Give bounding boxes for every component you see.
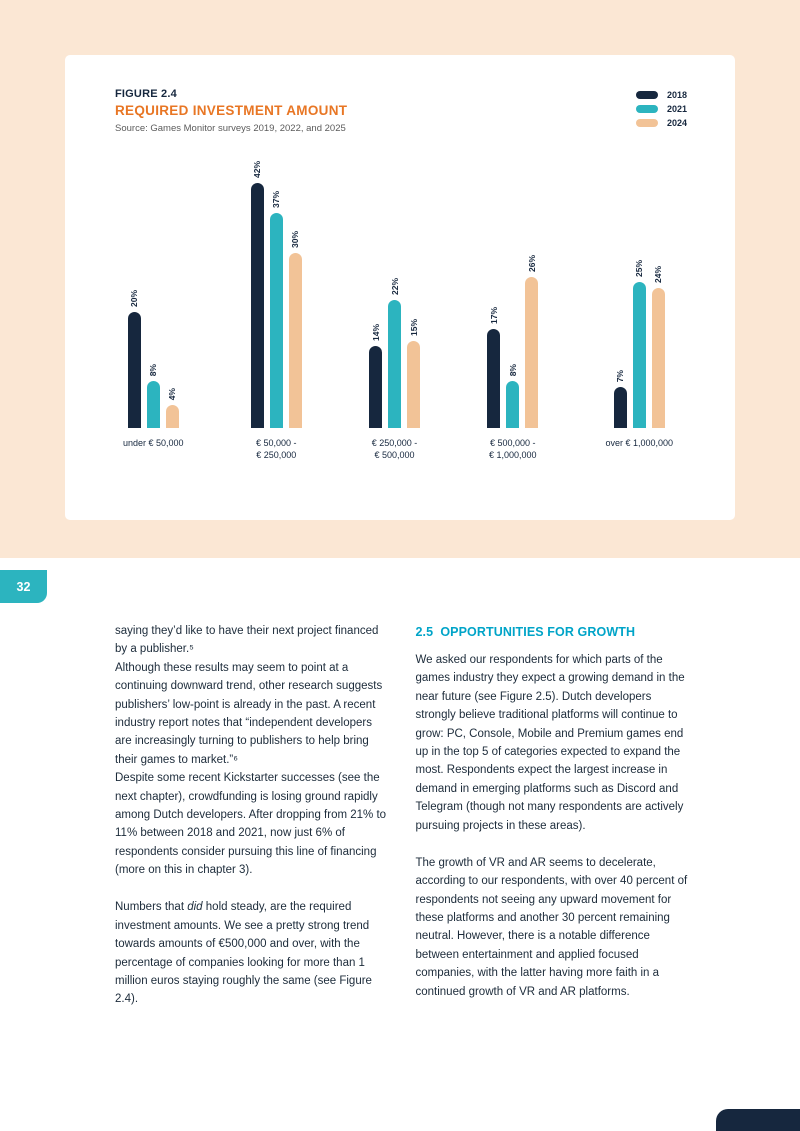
legend-label: 2024 — [666, 118, 687, 128]
chart-group: 42% 37% 30% € 50,000 - € 250,000 — [250, 160, 302, 464]
legend-item: 2018 — [635, 90, 687, 100]
bar-unit: 8% — [146, 363, 160, 428]
bar-value-label: 42% — [252, 160, 263, 178]
bar-2018 — [369, 346, 382, 428]
category-label: over € 1,000,000 — [605, 438, 673, 448]
page-number: 32 — [16, 579, 31, 594]
chart-group: 20% 8% 4% under € 50,000 — [123, 290, 184, 464]
bar-2024 — [651, 288, 665, 428]
bar-unit: 25% — [632, 259, 646, 428]
bar-group: 42% 37% 30% — [250, 160, 302, 428]
bar-group: 17% 8% 26% — [487, 254, 539, 428]
bar-unit: 22% — [388, 278, 401, 428]
bar-2024 — [165, 405, 179, 428]
bar-2021 — [506, 381, 520, 428]
category-label: € 500,000 - € 1,000,000 — [488, 438, 537, 461]
bar-value-label: 14% — [370, 323, 381, 341]
left-column: saying they’d like to have their next pr… — [115, 622, 392, 1009]
bar-value-label: 25% — [634, 259, 645, 277]
bar-value-label: 20% — [129, 289, 140, 307]
bar-2018 — [613, 387, 627, 428]
bar-value-label: 24% — [653, 265, 664, 283]
bar-value-label: 22% — [389, 277, 400, 295]
bar-group: 7% 25% 24% — [613, 259, 665, 428]
bar-unit: 15% — [407, 319, 420, 428]
paragraph: We asked our respondents for which parts… — [415, 654, 685, 832]
legend-swatch — [635, 119, 658, 127]
paragraph: Despite some recent Kickstarter successe… — [115, 772, 387, 877]
category-label: under € 50,000 — [123, 438, 184, 448]
bar-unit: 8% — [506, 363, 520, 428]
legend-item: 2024 — [635, 118, 687, 128]
bar-unit: 24% — [651, 265, 665, 428]
bar-2018 — [487, 329, 501, 428]
chart-group: 14% 22% 15% € 250,000 - € 500,000 — [369, 278, 420, 464]
chart-plot: 20% 8% 4% under € 50,000 42% 37% 30% € 50,000 -… — [123, 154, 673, 464]
bar-2021 — [388, 300, 401, 428]
bar-unit: 14% — [369, 324, 382, 428]
paragraph: The growth of VR and AR seems to deceler… — [415, 856, 688, 998]
bar-unit: 30% — [288, 230, 302, 428]
bar-group: 20% 8% 4% — [127, 289, 179, 428]
footer-corner-shape — [716, 1109, 800, 1131]
bar-2024 — [407, 341, 420, 428]
bar-2021 — [632, 282, 646, 428]
bar-value-label: 7% — [615, 369, 626, 382]
figure-meta: FIGURE 2.4 REQUIRED INVESTMENT AMOUNT So… — [115, 88, 347, 134]
legend-label: 2018 — [666, 90, 687, 100]
bar-2024 — [525, 277, 539, 428]
bar-value-label: 26% — [526, 254, 537, 272]
figure-label: FIGURE 2.4 — [115, 88, 177, 100]
category-label: € 50,000 - € 250,000 — [256, 438, 297, 461]
bar-unit: 7% — [613, 369, 627, 428]
paragraph: Numbers that did hold steady, are the re… — [115, 901, 372, 1006]
bar-2021 — [146, 381, 160, 428]
chart-group: 17% 8% 26% € 500,000 - € 1,000,000 — [487, 254, 539, 464]
bar-2024 — [288, 253, 302, 428]
bar-2021 — [269, 213, 283, 428]
right-column-paragraphs: We asked our respondents for which parts… — [416, 651, 693, 1001]
bar-2018 — [250, 183, 264, 428]
bar-unit: 17% — [487, 306, 501, 428]
bar-unit: 20% — [127, 289, 141, 428]
legend-swatch — [635, 91, 658, 99]
bar-value-label: 15% — [408, 318, 419, 336]
bar-value-label: 4% — [167, 387, 178, 400]
bar-unit: 37% — [269, 190, 283, 428]
legend-swatch — [635, 105, 658, 113]
bar-group: 14% 22% 15% — [369, 278, 420, 428]
bar-value-label: 17% — [488, 306, 499, 324]
legend-label: 2021 — [666, 104, 687, 114]
legend-item: 2021 — [635, 104, 687, 114]
bar-value-label: 30% — [290, 230, 301, 248]
figure-section: FIGURE 2.4 REQUIRED INVESTMENT AMOUNT So… — [0, 0, 800, 558]
bar-value-label: 37% — [271, 190, 282, 208]
figure-title: REQUIRED INVESTMENT AMOUNT — [115, 103, 348, 118]
page-number-tab: 32 — [0, 570, 47, 603]
paragraph: Although these results may seem to point… — [115, 661, 383, 766]
figure-source: Source: Games Monitor surveys 2019, 2022… — [115, 123, 346, 134]
bar-unit: 42% — [250, 160, 264, 428]
bar-value-label: 8% — [148, 363, 159, 376]
bar-unit: 26% — [525, 254, 539, 428]
paragraph: saying they’d like to have their next pr… — [115, 625, 379, 656]
figure-card: FIGURE 2.4 REQUIRED INVESTMENT AMOUNT So… — [65, 55, 735, 520]
bar-value-label: 8% — [507, 363, 518, 376]
chart-legend: 2018 2021 2024 — [635, 88, 687, 128]
bar-unit: 4% — [165, 387, 179, 428]
figure-card-header: FIGURE 2.4 REQUIRED INVESTMENT AMOUNT So… — [65, 55, 735, 134]
chart-group: 7% 25% 24% over € 1,000,000 — [605, 260, 673, 464]
right-column: 2.5 OPPORTUNITIES FOR GROWTH We asked ou… — [416, 622, 693, 1009]
category-label: € 250,000 - € 500,000 — [371, 438, 418, 461]
body-content: saying they’d like to have their next pr… — [0, 622, 800, 1009]
section-heading: 2.5 OPPORTUNITIES FOR GROWTH — [415, 625, 636, 639]
bar-2018 — [127, 312, 141, 428]
